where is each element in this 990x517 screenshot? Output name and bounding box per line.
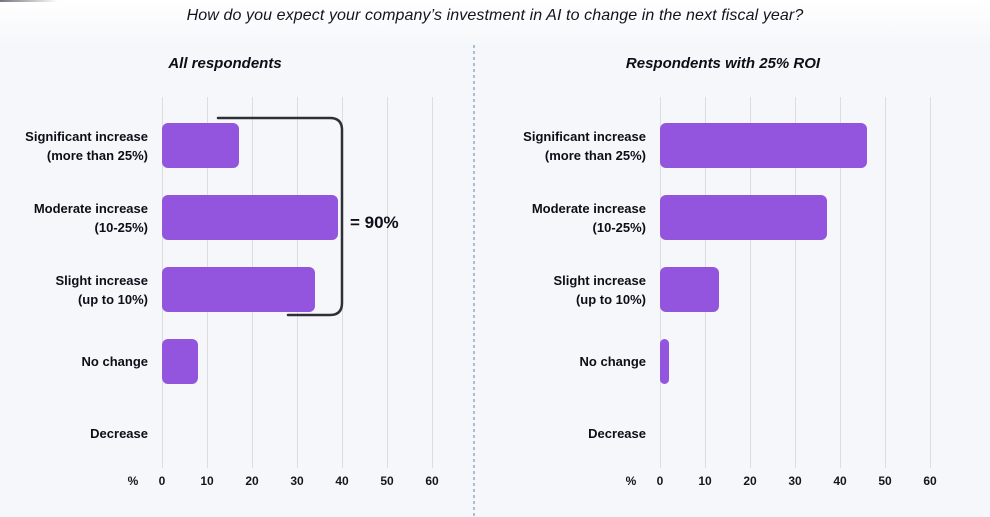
value-bar <box>660 267 719 312</box>
axis-tick-label: 60 <box>425 474 439 488</box>
category-label: No change <box>579 354 646 369</box>
axis-tick-label: 20 <box>245 474 259 488</box>
category-label: Slight increase (up to 10%) <box>553 272 646 307</box>
category-label: Moderate increase (10-25%) <box>531 200 646 235</box>
bar-row: Moderate increase (10-25%) <box>0 195 474 240</box>
axis-unit-label: % <box>625 474 637 488</box>
bar-row: Slight increase (up to 10%) <box>0 267 474 312</box>
chart-title: All respondents <box>168 55 282 72</box>
chart-panel-25-roi: Respondents with 25% ROI Significant inc… <box>475 45 990 517</box>
axis-tick-label: 0 <box>158 474 166 488</box>
top-left-line <box>0 0 58 2</box>
value-bar <box>660 339 669 384</box>
value-bar <box>162 339 198 384</box>
category-label: Significant increase (more than 25%) <box>523 128 646 163</box>
annotation-90-percent: = 90% <box>350 213 399 232</box>
axis-tick-label: 60 <box>923 474 937 488</box>
category-label: Significant increase (more than 25%) <box>25 128 148 163</box>
bar-row: No change <box>0 339 474 384</box>
gridline <box>432 97 433 468</box>
bar-row: No change <box>475 339 990 384</box>
axis-tick-label: 30 <box>290 474 304 488</box>
axis-tick-label: 30 <box>788 474 802 488</box>
gridline <box>840 97 841 468</box>
axis-tick-label: 40 <box>833 474 847 488</box>
value-bar <box>162 123 239 168</box>
category-label: Slight increase (up to 10%) <box>55 272 148 307</box>
axis-tick-label: 50 <box>380 474 394 488</box>
axis-tick-label: 0 <box>656 474 664 488</box>
category-label: No change <box>81 354 148 369</box>
axis-unit-label: % <box>127 474 139 488</box>
value-bar <box>162 267 315 312</box>
category-label: Moderate increase (10-25%) <box>33 200 148 235</box>
axis-tick-label: 50 <box>878 474 892 488</box>
bar-row: Moderate increase (10-25%) <box>475 195 990 240</box>
gridline <box>387 97 388 468</box>
bar-row: Significant increase (more than 25%) <box>475 123 990 168</box>
bar-row: Decrease <box>0 411 474 456</box>
bar-row: Decrease <box>475 411 990 456</box>
page-title: How do you expect your company’s investm… <box>186 7 804 24</box>
value-bar <box>162 195 338 240</box>
axis-tick-label: 10 <box>698 474 712 488</box>
value-bar <box>660 195 827 240</box>
top-fade <box>0 0 990 46</box>
divider-dotted-line <box>473 45 475 517</box>
gridline <box>930 97 931 468</box>
gridline <box>885 97 886 468</box>
chart-panel-all-respondents: All respondents = 90% Significant increa… <box>0 45 474 517</box>
category-label: Decrease <box>588 426 646 441</box>
category-label: Decrease <box>90 426 148 441</box>
bar-row: Slight increase (up to 10%) <box>475 267 990 312</box>
gridline <box>750 97 751 468</box>
bar-row: Significant increase (more than 25%) <box>0 123 474 168</box>
axis-tick-label: 40 <box>335 474 349 488</box>
value-bar <box>660 123 867 168</box>
axis-tick-label: 10 <box>200 474 214 488</box>
axis-tick-label: 20 <box>743 474 757 488</box>
gridline <box>795 97 796 468</box>
chart-title: Respondents with 25% ROI <box>625 55 821 72</box>
